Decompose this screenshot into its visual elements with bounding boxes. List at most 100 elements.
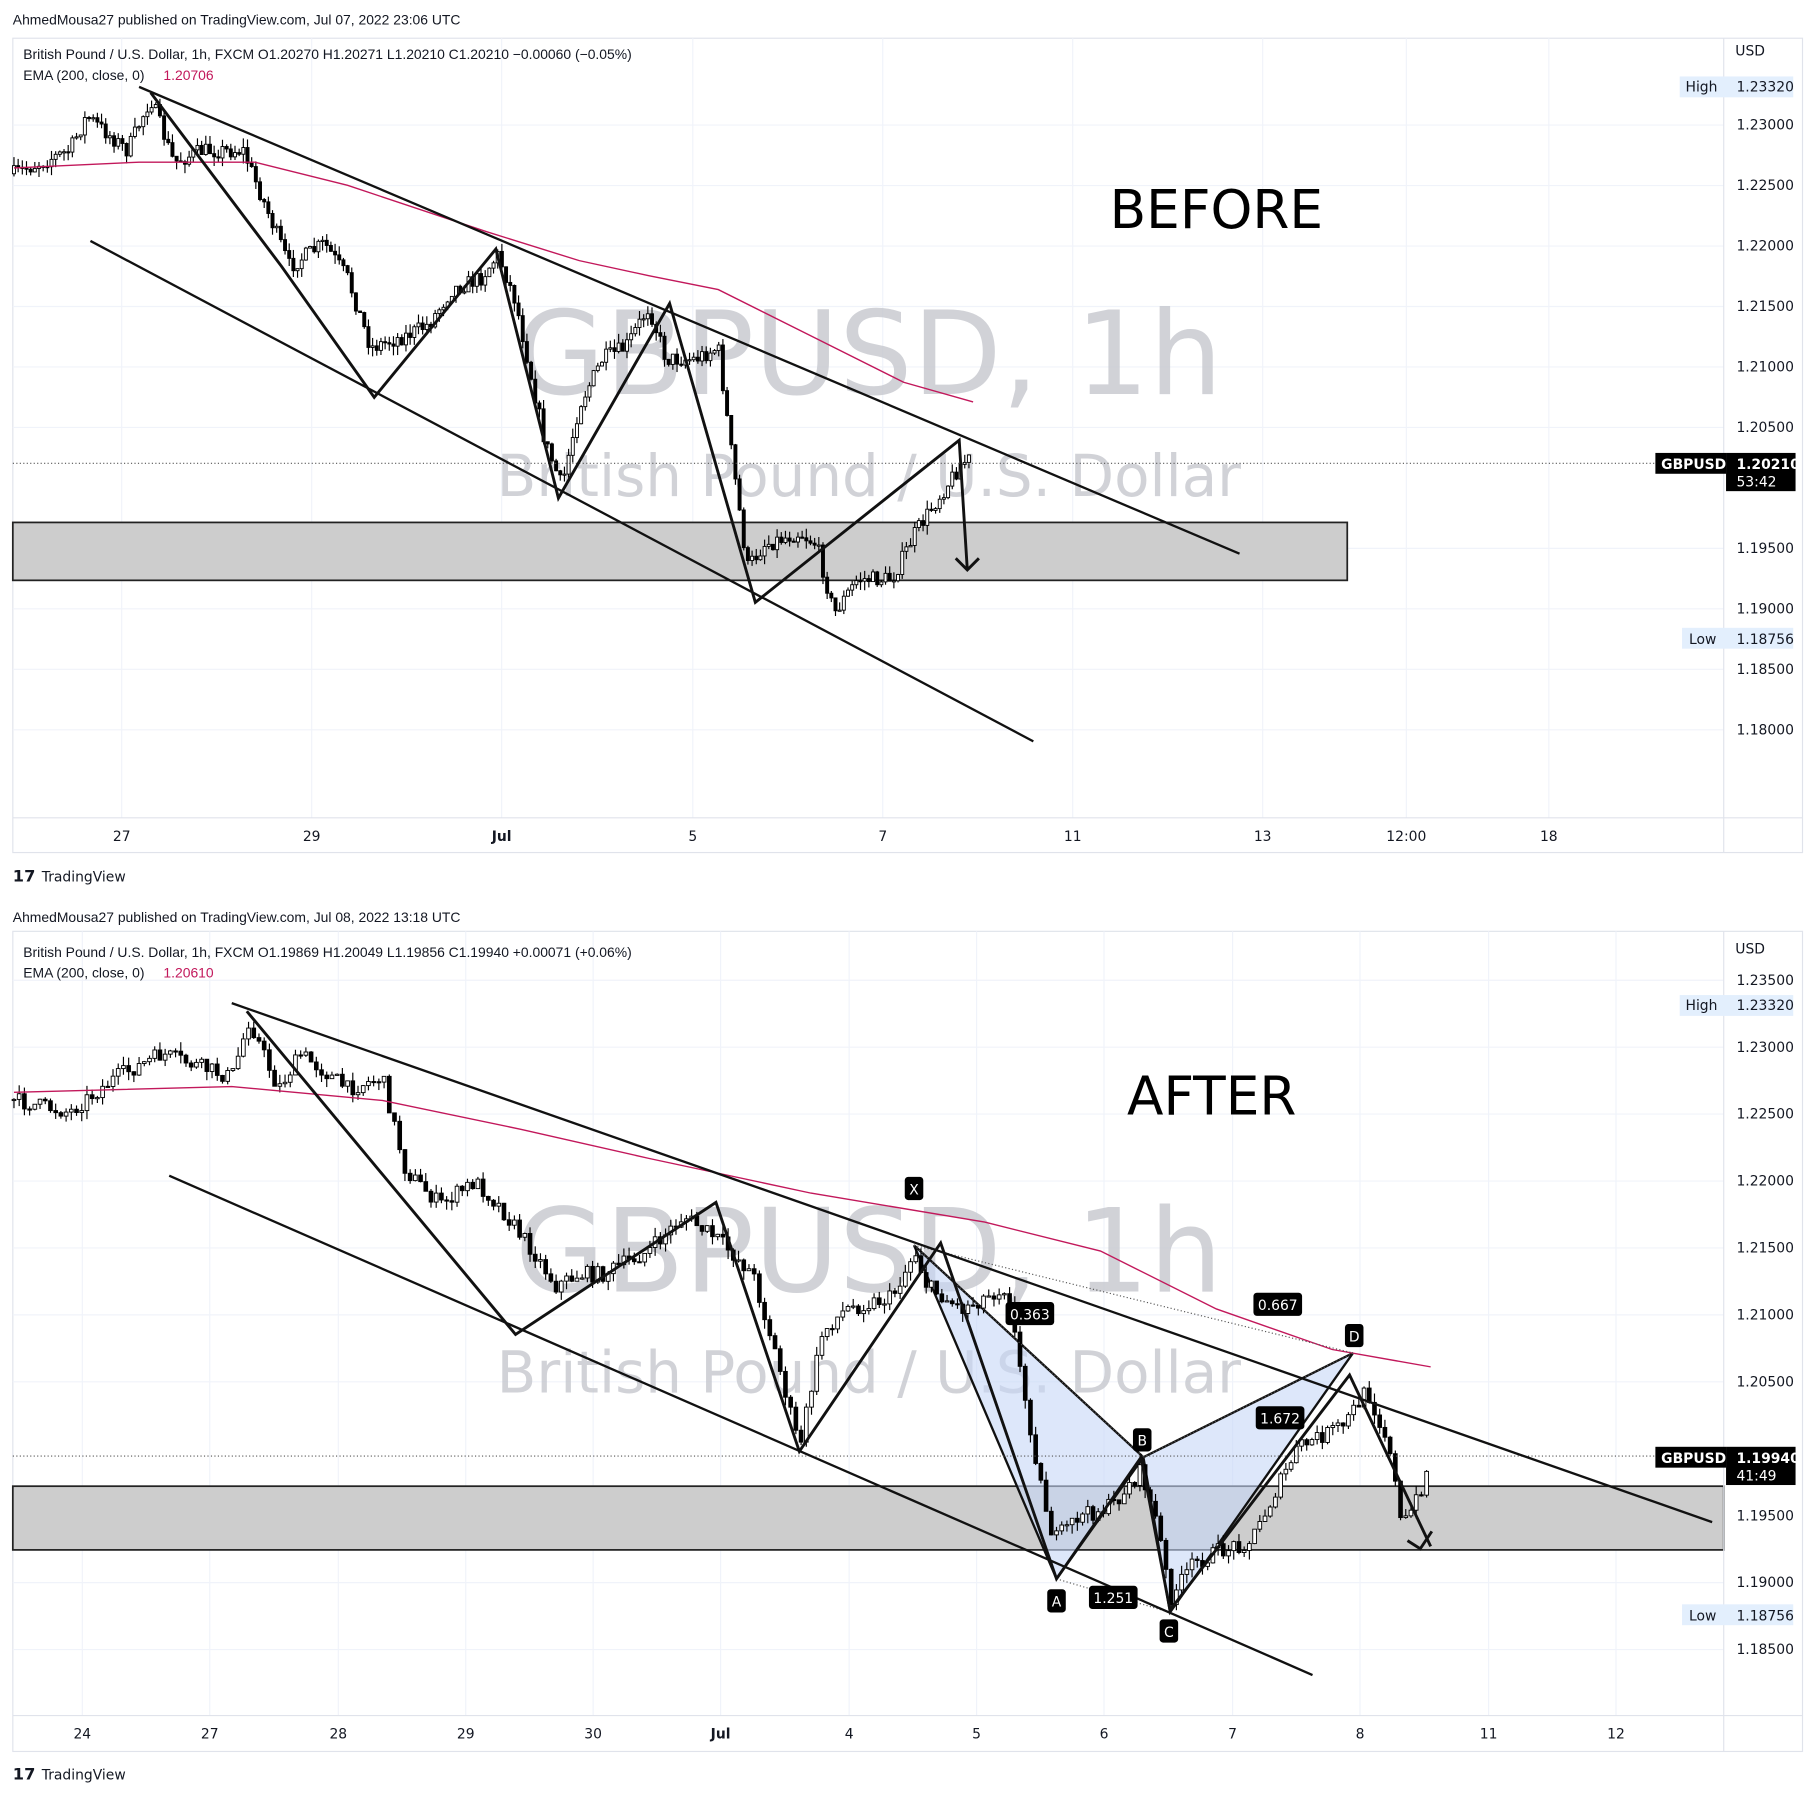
candle [887,1290,893,1305]
candle [829,592,834,599]
candle [334,1073,340,1076]
price-axis[interactable]: 1.23000 1.22500 1.22000 1.21500 1.21000 1.205… [1736,118,1793,739]
price-tick: 1.22500 [1736,178,1793,194]
ema-legend[interactable]: EMA (200, close, 0) [23,67,144,83]
candle [830,1328,835,1331]
candle [821,544,825,578]
price-tick: 1.22500 [1736,1107,1793,1123]
ratio-ac: 0.363 [1010,1307,1050,1323]
candle [256,1037,262,1042]
price-tick: 1.19000 [1736,601,1793,617]
ema-legend[interactable]: EMA (200, close, 0) [23,965,144,981]
candle [1330,1425,1336,1428]
candle [861,1310,866,1315]
candle [195,144,200,151]
candle [787,537,792,542]
candle [1075,1517,1080,1523]
candle [569,1275,575,1282]
candle [1064,1524,1070,1527]
channel-upper-line[interactable] [231,1002,1713,1524]
candle [392,1112,397,1122]
candle [1038,1462,1044,1481]
channel-upper-line[interactable] [138,85,1240,555]
candle [170,142,175,157]
candle [1231,1541,1237,1552]
candle [28,168,33,173]
candle [387,342,392,345]
time-axis[interactable]: 27 29 Jul 5 7 11 13 12:00 18 [113,829,1558,845]
candle [194,1061,199,1068]
candle [187,156,192,165]
candle [841,595,846,611]
time-tick: 24 [73,1727,91,1743]
candle [188,1062,194,1068]
candle [804,537,809,542]
candle [939,1293,945,1303]
candle [403,332,408,346]
candle [704,1225,710,1232]
symbol-legend[interactable]: British Pound / U.S. Dollar, 1h, FXCM O1… [23,46,631,62]
candle [720,1233,726,1238]
candle [157,1049,163,1061]
time-tick: 28 [329,1727,347,1743]
price-tick: 1.18500 [1736,1642,1793,1658]
candle [887,572,892,582]
candle [313,1061,319,1071]
ratio-xd: 1.251 [1093,1591,1133,1607]
high-label: High [1686,80,1718,96]
candle [662,335,667,360]
candle [32,1103,38,1110]
zigzag-line[interactable] [245,1010,1432,1614]
tradingview-logo[interactable]: 17 TradingView [13,1764,126,1783]
time-tick: 30 [584,1727,602,1743]
candle [1403,1515,1409,1519]
candle [1184,1569,1190,1575]
candle [608,347,613,350]
candle [837,609,842,612]
price-tick: 1.22000 [1736,1174,1793,1190]
candle [1413,1494,1419,1511]
candle [946,485,951,499]
candle [1304,1439,1310,1446]
candle [350,1080,356,1096]
candle [329,1074,335,1080]
candle [251,1027,257,1039]
watermark-symbol: GBPUSD, 1h [515,1185,1222,1320]
candle [862,578,867,582]
candle [925,508,930,526]
candle [62,151,66,154]
candle [641,318,646,321]
candle [87,117,92,120]
support-zone[interactable] [11,521,1349,582]
price-tick: 1.23500 [1736,973,1793,989]
candle [814,1354,820,1392]
low-label: Low [1689,632,1716,648]
candle [1116,1499,1122,1505]
zigzag-line[interactable] [149,91,969,605]
support-zone[interactable] [11,1485,1725,1551]
watermark-symbol: GBPUSD, 1h [515,287,1222,422]
symbol-legend[interactable]: British Pound / U.S. Dollar, 1h, FXCM O1… [23,944,631,960]
tradingview-logo-icon: 17 [13,867,36,886]
candle [1194,1558,1200,1561]
candle [462,291,467,294]
candle [58,1112,64,1117]
candle [537,402,542,410]
tradingview-logo[interactable]: 17 TradingView [13,867,126,886]
candle [353,292,358,312]
price-axis[interactable]: 1.23500 1.23000 1.22500 1.22000 1.21500 1.210… [1736,973,1793,1658]
last-price-tag [1726,1446,1796,1486]
candle [741,1259,747,1272]
candle [230,1068,236,1071]
candle [871,571,875,583]
candle [228,148,233,158]
candle [74,1108,79,1114]
candle [554,460,559,472]
low-value: 1.18756 [1736,1609,1793,1625]
ema-line [13,1085,1431,1368]
candle [95,117,100,123]
candle [63,1111,69,1117]
time-axis[interactable]: 24 27 28 29 30 Jul 4 5 6 7 8 11 12 [73,1727,1624,1743]
candle [762,1301,767,1321]
candle [549,443,554,462]
